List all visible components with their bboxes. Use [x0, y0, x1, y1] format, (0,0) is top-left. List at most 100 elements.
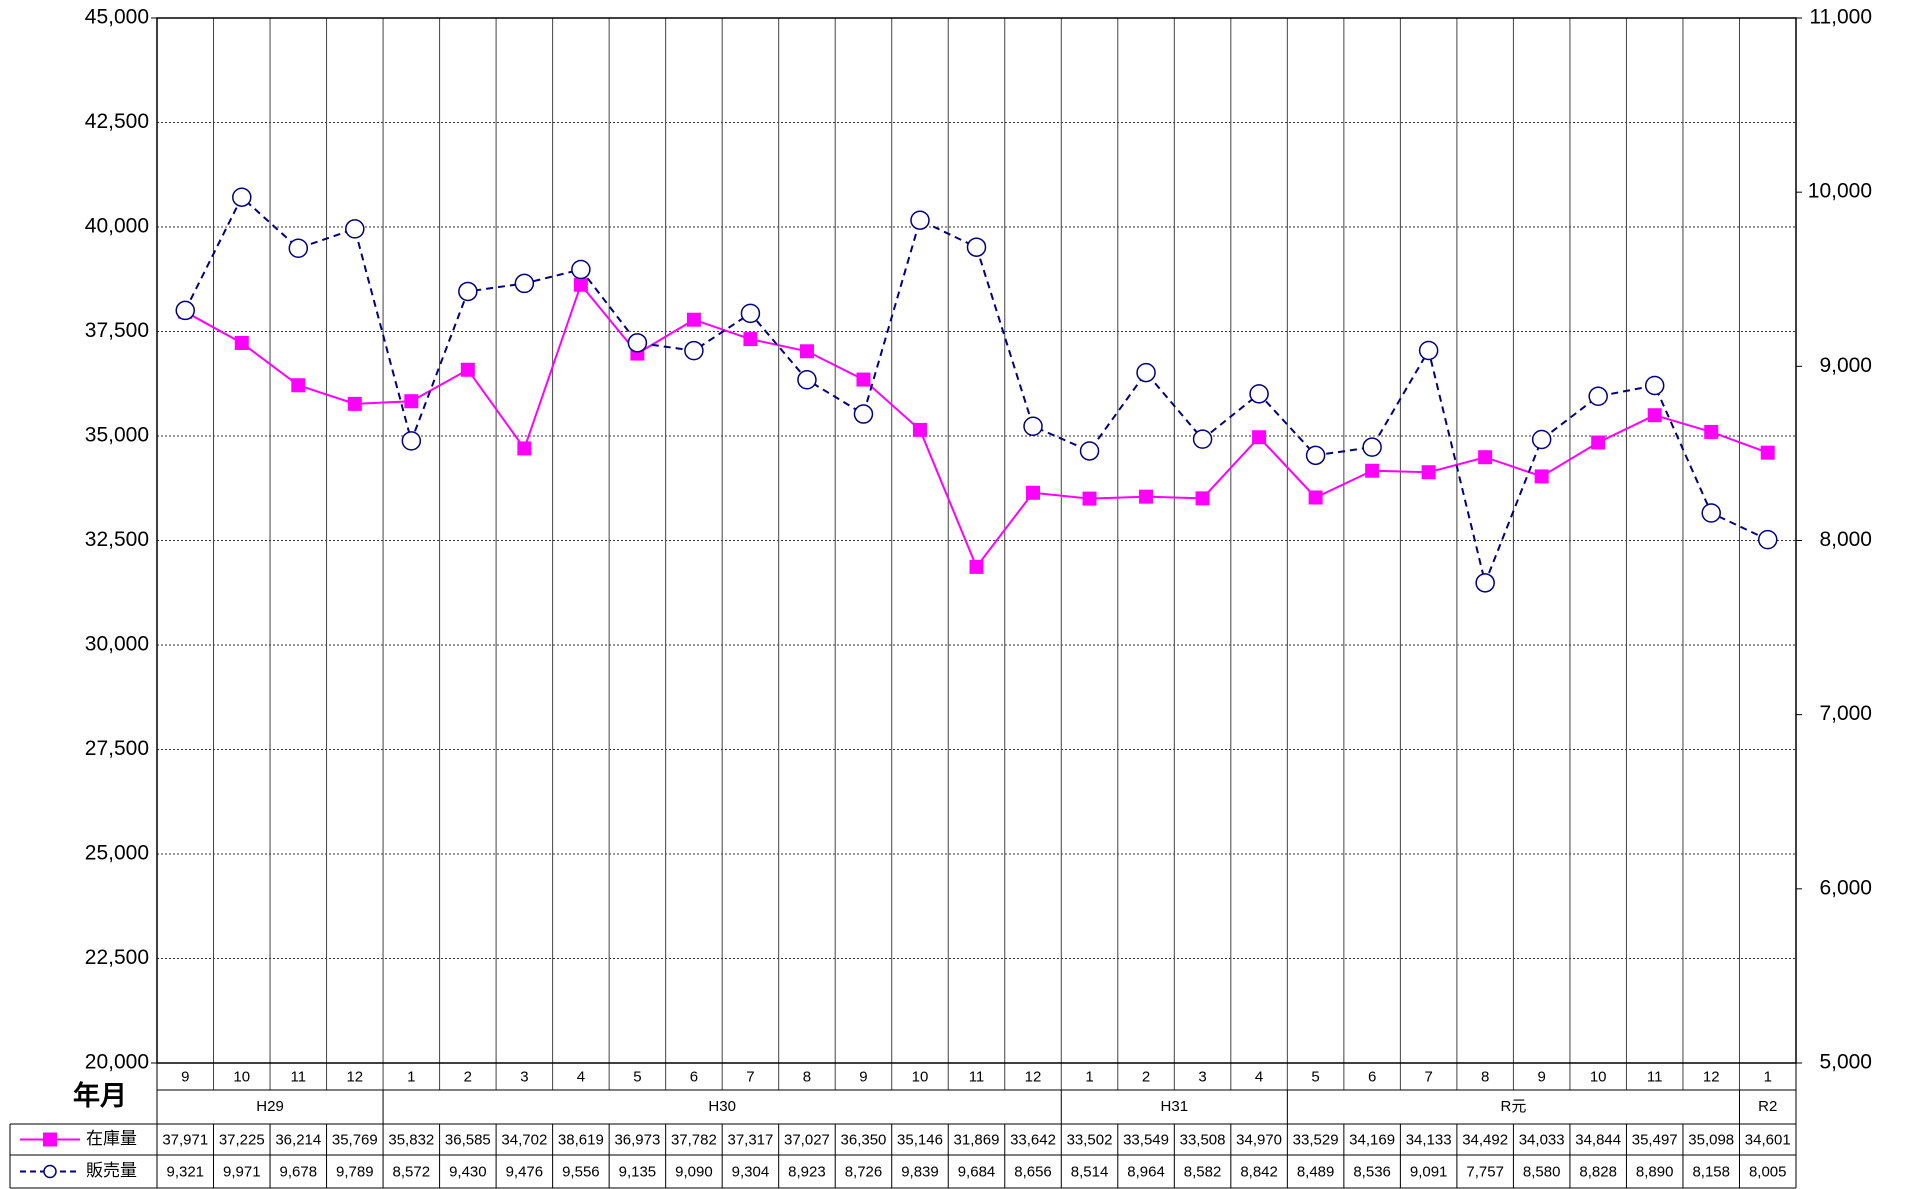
data-point: [517, 441, 532, 456]
data-label: 9,971: [223, 1163, 261, 1180]
data-point: [1701, 503, 1721, 523]
legend-marker: [43, 1164, 57, 1179]
data-label: 34,169: [1349, 1131, 1395, 1148]
data-label: 8,536: [1353, 1163, 1391, 1180]
y2-tick-label: 5,000: [1819, 1051, 1872, 1074]
data-label: 33,502: [1067, 1131, 1113, 1148]
group-label: R元: [1500, 1098, 1526, 1115]
data-label: 8,582: [1184, 1163, 1222, 1180]
data-point: [1534, 469, 1549, 484]
x-tick-label: 12: [1703, 1068, 1720, 1085]
data-point: [627, 333, 648, 353]
x-tick-label: 1: [1085, 1068, 1093, 1085]
data-point: [347, 396, 362, 411]
x-tick-label: 3: [520, 1068, 528, 1085]
x-tick-label: 4: [1255, 1068, 1263, 1085]
data-point: [291, 378, 306, 393]
data-point: [573, 277, 588, 292]
data-point: [743, 332, 758, 347]
data-point: [175, 300, 196, 321]
data-label: 37,971: [162, 1131, 208, 1148]
data-point: [234, 335, 249, 350]
data-label: 37,317: [727, 1131, 773, 1148]
data-label: 9,304: [732, 1163, 770, 1180]
data-label: 9,135: [619, 1163, 657, 1180]
data-point: [345, 219, 365, 239]
y2-tick-label: 11,000: [1809, 6, 1872, 29]
data-label: 8,005: [1749, 1163, 1787, 1180]
data-point: [1418, 340, 1439, 361]
y2-tick-label: 8,000: [1819, 528, 1872, 551]
data-point: [1249, 384, 1269, 404]
data-point: [1308, 490, 1323, 505]
x-tick-label: 8: [1481, 1068, 1489, 1085]
series-line: [184, 282, 1769, 569]
x-tick-label: 1: [1764, 1068, 1772, 1085]
data-point: [401, 431, 422, 451]
data-point: [1588, 386, 1608, 407]
data-point: [1362, 437, 1382, 457]
data-label: 8,964: [1127, 1163, 1165, 1180]
data-label: 8,514: [1071, 1163, 1109, 1180]
data-label: 8,890: [1636, 1163, 1674, 1180]
legend-marker: [43, 1132, 57, 1147]
data-point: [1421, 465, 1436, 480]
data-label: 9,091: [1410, 1163, 1448, 1180]
y2-tick-label: 9,000: [1819, 354, 1872, 377]
x-tick-label: 11: [969, 1068, 985, 1085]
y2-tick-label: 7,000: [1819, 702, 1872, 725]
data-label: 8,726: [845, 1163, 883, 1180]
data-label: 9,430: [449, 1163, 487, 1180]
data-point: [1139, 489, 1154, 504]
data-label: 37,782: [671, 1131, 717, 1148]
data-point: [1478, 450, 1493, 465]
y-tick-label: 45,000: [85, 6, 149, 29]
data-point: [686, 312, 701, 327]
data-label: 7,757: [1466, 1163, 1504, 1180]
y-tick-label: 37,500: [85, 319, 149, 342]
x-tick-label: 8: [803, 1068, 811, 1085]
x-tick-label: 6: [690, 1068, 698, 1085]
data-point: [288, 238, 309, 258]
y-tick-label: 32,500: [85, 528, 149, 551]
data-point: [1757, 529, 1778, 550]
x-tick-label: 6: [1368, 1068, 1376, 1085]
data-label: 37,225: [219, 1131, 265, 1148]
data-point: [1136, 362, 1156, 383]
y-tick-label: 27,500: [85, 737, 149, 760]
x-tick-label: 4: [577, 1068, 585, 1085]
data-label: 33,529: [1293, 1131, 1339, 1148]
x-tick-label: 1: [407, 1068, 415, 1085]
x-tick-label: 10: [1590, 1068, 1607, 1085]
y-tick-label: 35,000: [85, 424, 149, 447]
data-point: [232, 187, 252, 207]
x-axis-label: 年月: [73, 1080, 127, 1111]
data-point: [1082, 491, 1097, 506]
x-tick-label: 5: [633, 1068, 641, 1085]
data-label: 31,869: [954, 1131, 1000, 1148]
data-point: [912, 422, 927, 437]
data-label: 33,549: [1123, 1131, 1169, 1148]
x-tick-label: 12: [1025, 1068, 1042, 1085]
data-point: [514, 273, 535, 294]
data-point: [1079, 441, 1100, 461]
data-label: 35,098: [1688, 1131, 1734, 1148]
data-point: [1305, 445, 1326, 466]
data-point: [856, 372, 871, 387]
x-tick-label: 2: [1142, 1068, 1150, 1085]
x-tick-label: 7: [746, 1068, 754, 1085]
data-label: 9,321: [166, 1163, 204, 1180]
data-label: 35,146: [897, 1131, 943, 1148]
data-label: 34,844: [1575, 1131, 1621, 1148]
data-point: [1365, 463, 1380, 478]
y-tick-label: 30,000: [85, 633, 149, 656]
data-point: [1026, 485, 1041, 500]
x-tick-label: 11: [291, 1068, 307, 1085]
y-tick-label: 42,500: [85, 110, 149, 133]
group-label: H29: [256, 1098, 284, 1115]
data-point: [799, 344, 814, 359]
x-tick-label: 9: [1538, 1068, 1546, 1085]
data-point: [460, 362, 475, 377]
